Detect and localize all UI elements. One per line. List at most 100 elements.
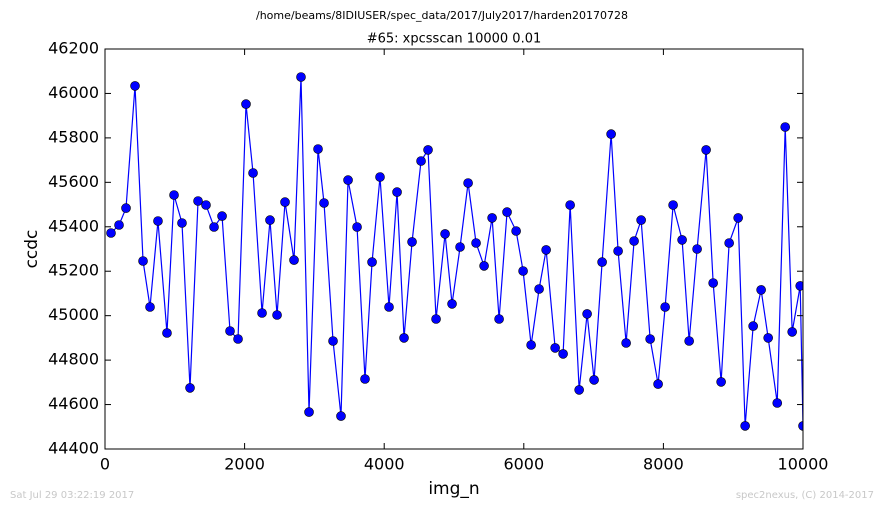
data-point (724, 238, 734, 248)
data-point (636, 215, 646, 225)
x-tick-label: 4000 (364, 455, 405, 474)
data-point (677, 235, 687, 245)
data-point (319, 198, 329, 208)
y-tick-label: 45600 (48, 172, 99, 191)
data-point (114, 220, 124, 230)
data-point (645, 334, 655, 344)
data-point (392, 187, 402, 197)
data-point (660, 302, 670, 312)
data-point (265, 215, 275, 225)
y-tick-label: 44600 (48, 394, 99, 413)
data-point (360, 374, 370, 384)
x-tick-label: 2000 (224, 455, 265, 474)
data-point (684, 336, 694, 346)
data-point (193, 196, 203, 206)
data-point (740, 421, 750, 431)
data-point (423, 145, 433, 155)
x-tick-label: 6000 (503, 455, 544, 474)
data-point (399, 333, 409, 343)
data-point (416, 156, 426, 166)
data-point (304, 407, 314, 417)
data-point (463, 178, 473, 188)
data-point (597, 257, 607, 267)
data-point (550, 343, 560, 353)
data-point (431, 314, 441, 324)
data-point (692, 244, 702, 254)
data-point (185, 383, 195, 393)
data-point (606, 129, 616, 139)
y-tick-label: 44800 (48, 350, 99, 369)
data-point (367, 257, 377, 267)
data-point (145, 302, 155, 312)
data-point (763, 333, 773, 343)
data-point (589, 375, 599, 385)
data-point (479, 261, 489, 271)
data-point (257, 308, 267, 318)
data-point (471, 238, 481, 248)
data-point (780, 122, 791, 132)
data-point (798, 421, 803, 431)
data-point (375, 172, 385, 182)
data-point (177, 218, 187, 228)
data-point (716, 377, 726, 387)
y-tick-label: 46000 (48, 83, 99, 102)
footer-credit: spec2nexus, (C) 2014-2017 (736, 490, 874, 501)
data-point (574, 385, 584, 395)
data-point (201, 200, 211, 210)
data-point (384, 302, 394, 312)
data-point (701, 145, 711, 155)
data-point (162, 328, 172, 338)
data-point (169, 190, 179, 200)
data-point (336, 411, 346, 421)
footer-date: Sat Jul 29 03:22:19 2017 (10, 490, 134, 501)
y-tick-label: 45400 (48, 216, 99, 235)
y-tick-label: 44400 (48, 439, 99, 458)
data-point (748, 321, 758, 331)
data-point (756, 285, 766, 295)
data-point (787, 327, 797, 337)
data-point (407, 237, 417, 247)
y-tick-label: 46200 (48, 39, 99, 58)
data-point (541, 245, 551, 255)
data-point (511, 226, 521, 236)
data-point (653, 379, 663, 389)
data-point (153, 216, 163, 226)
data-point (328, 336, 338, 346)
chart-title: #65: xpcsscan 10000 0.01 (367, 32, 542, 47)
data-point (629, 236, 639, 246)
data-point (352, 222, 362, 232)
data-point (494, 314, 504, 324)
data-point (708, 278, 718, 288)
data-point (487, 213, 497, 223)
data-point (772, 398, 783, 408)
data-point (518, 266, 528, 276)
x-axis-label: img_n (428, 479, 479, 499)
data-point (121, 203, 131, 213)
data-point (130, 81, 140, 91)
data-point (296, 72, 306, 82)
data-point (289, 255, 299, 265)
data-point (225, 326, 235, 336)
data-point (248, 168, 258, 178)
y-axis-label: ccdc (22, 230, 42, 269)
data-point (795, 281, 803, 291)
data-point (233, 334, 243, 344)
data-point (440, 229, 450, 239)
data-point (668, 200, 678, 210)
y-tick-label: 45000 (48, 305, 99, 324)
data-point (502, 207, 512, 217)
axes-frame (104, 48, 804, 450)
x-tick-label: 8000 (643, 455, 684, 474)
data-point (582, 309, 592, 319)
y-tick-label: 45800 (48, 127, 99, 146)
data-point (272, 310, 282, 320)
data-point (106, 228, 116, 238)
x-tick-label: 10000 (778, 455, 829, 474)
data-point (209, 222, 219, 232)
data-point (455, 242, 465, 252)
data-point (526, 340, 536, 350)
data-point (733, 213, 743, 223)
data-point (558, 349, 568, 359)
data-point (217, 211, 227, 221)
